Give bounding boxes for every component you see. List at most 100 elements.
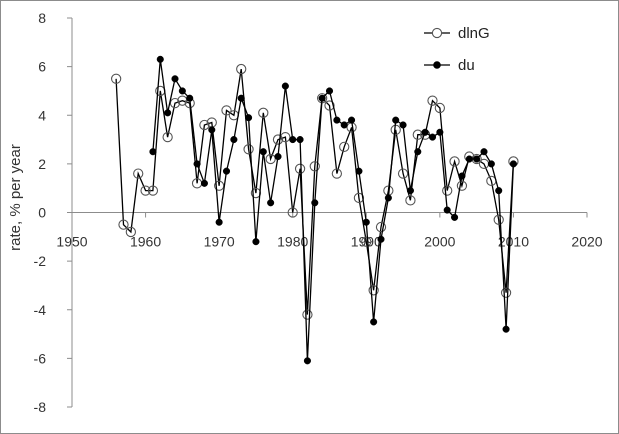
data-point-du xyxy=(495,187,503,195)
data-point-du xyxy=(340,121,348,129)
legend-marker-dlnG xyxy=(431,27,443,39)
data-point-du xyxy=(377,235,385,243)
y-axis-title: rate, % per year xyxy=(7,144,24,251)
data-point-du xyxy=(222,167,231,175)
data-point-dlnG xyxy=(280,131,291,143)
data-point-dlnG xyxy=(427,95,438,106)
y-tick-label: 2 xyxy=(38,156,46,172)
data-point-du xyxy=(443,206,451,214)
data-point-dlnG xyxy=(442,185,453,196)
data-point-du xyxy=(303,357,311,365)
y-axis: 8 6 4 2 0 -2 -4 -6 -8 xyxy=(34,10,73,415)
data-point-dlnG xyxy=(493,214,504,225)
data-point-du xyxy=(193,160,201,168)
x-tick-label: 2020 xyxy=(571,234,602,250)
y-tick-label: 4 xyxy=(38,107,46,123)
data-point-dlnG xyxy=(125,226,137,238)
data-point-dlnG xyxy=(324,100,335,111)
data-point-dlnG xyxy=(294,163,306,174)
data-point-du xyxy=(509,160,517,168)
data-point-du xyxy=(164,109,172,117)
data-point-du xyxy=(156,55,164,63)
data-point-dlnG xyxy=(147,185,159,196)
data-point-dlnG xyxy=(375,221,387,233)
data-point-dlnG xyxy=(287,207,298,218)
data-point-dlnG xyxy=(434,102,446,114)
data-point-du xyxy=(237,94,245,102)
data-point-du xyxy=(296,136,304,144)
data-point-du xyxy=(473,155,481,163)
y-tick-label: 6 xyxy=(38,59,46,75)
data-point-du xyxy=(259,148,267,156)
y-tick-label: -2 xyxy=(34,253,47,269)
data-point-du xyxy=(200,179,208,187)
data-point-du xyxy=(428,133,437,141)
data-point-dlnG xyxy=(265,153,276,165)
data-point-dlnG xyxy=(140,185,151,196)
data-point-dlnG xyxy=(405,195,416,206)
x-tick-label: 2000 xyxy=(424,234,455,250)
legend: dlnG du xyxy=(424,25,490,74)
data-point-du xyxy=(208,126,216,134)
data-point-du xyxy=(274,153,282,161)
y-tick-label: -6 xyxy=(34,350,47,366)
data-point-du xyxy=(186,94,194,102)
y-tick-label: -4 xyxy=(34,302,47,318)
data-point-dlnG xyxy=(309,161,320,172)
data-point-du xyxy=(502,325,510,333)
data-point-du xyxy=(392,116,400,124)
data-point-dlnG xyxy=(169,97,181,109)
data-point-du xyxy=(362,218,370,226)
data-point-dlnG xyxy=(412,129,423,140)
data-point-du xyxy=(267,199,275,207)
data-point-du xyxy=(465,155,473,163)
data-point-du xyxy=(178,87,186,95)
data-point-du xyxy=(348,116,356,124)
data-point-du xyxy=(406,187,414,195)
data-point-dlnG xyxy=(221,105,232,116)
x-tick-label: 1960 xyxy=(130,234,161,250)
data-point-dlnG xyxy=(302,309,313,320)
data-point-dlnG xyxy=(162,131,173,143)
data-point-du xyxy=(149,148,157,156)
y-tick-label: -8 xyxy=(34,399,47,415)
legend-label-dlnG: dlnG xyxy=(458,25,490,42)
data-point-dlnG xyxy=(456,180,468,191)
data-point-dlnG xyxy=(449,156,460,167)
data-point-dlnG xyxy=(133,168,144,179)
data-point-du xyxy=(480,148,488,156)
data-point-du xyxy=(384,194,392,202)
x-tick-label: 1970 xyxy=(204,234,235,250)
series-line-dlnG xyxy=(115,68,515,315)
data-point-dlnG xyxy=(236,63,247,75)
data-point-dlnG xyxy=(353,192,365,204)
x-tick-label: 1980 xyxy=(277,234,308,250)
data-point-dlnG xyxy=(118,219,129,230)
data-point-du xyxy=(355,167,363,175)
data-point-dlnG xyxy=(177,95,188,106)
data-point-dlnG xyxy=(397,168,409,179)
data-point-du xyxy=(414,148,422,156)
data-point-du xyxy=(370,318,378,326)
y-tick-label: 8 xyxy=(38,10,46,26)
data-point-du xyxy=(451,213,459,221)
data-point-du xyxy=(436,128,444,136)
x-tick-label: 1950 xyxy=(56,234,87,250)
data-point-du xyxy=(318,94,326,102)
x-tick-label: 2010 xyxy=(498,234,529,250)
data-point-dlnG xyxy=(243,144,254,155)
series-line-du xyxy=(152,59,515,361)
data-point-du xyxy=(399,121,407,129)
data-point-du xyxy=(421,128,429,136)
data-point-du xyxy=(245,114,253,122)
legend-marker-du xyxy=(433,61,441,69)
data-point-du xyxy=(215,218,223,226)
data-point-dlnG xyxy=(272,134,284,145)
data-point-du xyxy=(252,238,260,246)
series-du xyxy=(149,55,517,365)
data-point-du xyxy=(458,172,466,180)
x-axis: 1950 1960 1970 1980 1990 2000 2010 2020 xyxy=(56,212,603,250)
data-point-du xyxy=(487,160,495,168)
data-point-dlnG xyxy=(361,236,372,247)
